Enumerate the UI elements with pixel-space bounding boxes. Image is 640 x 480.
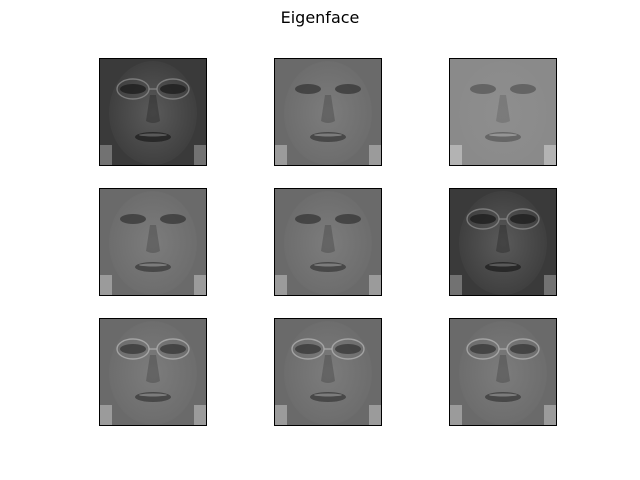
eigenface-panel-1 bbox=[99, 58, 207, 166]
eigenface-panel-5 bbox=[274, 188, 382, 296]
eigenface-panel-7 bbox=[99, 318, 207, 426]
figure-title: Eigenface bbox=[280, 8, 360, 27]
eigenface-panel-3 bbox=[449, 58, 557, 166]
eigenface-image bbox=[450, 189, 556, 295]
eigenface-panel-9 bbox=[449, 318, 557, 426]
eigenface-image bbox=[275, 189, 381, 295]
eigenface-image bbox=[450, 319, 556, 425]
eigenface-panel-2 bbox=[274, 58, 382, 166]
eigenface-panel-6 bbox=[449, 188, 557, 296]
eigenface-image bbox=[275, 319, 381, 425]
eigenface-image bbox=[100, 59, 206, 165]
eigenface-panel-8 bbox=[274, 318, 382, 426]
eigenface-image bbox=[100, 319, 206, 425]
eigenface-image bbox=[275, 59, 381, 165]
eigenface-image bbox=[450, 59, 556, 165]
eigenface-panel-4 bbox=[99, 188, 207, 296]
eigenface-image bbox=[100, 189, 206, 295]
